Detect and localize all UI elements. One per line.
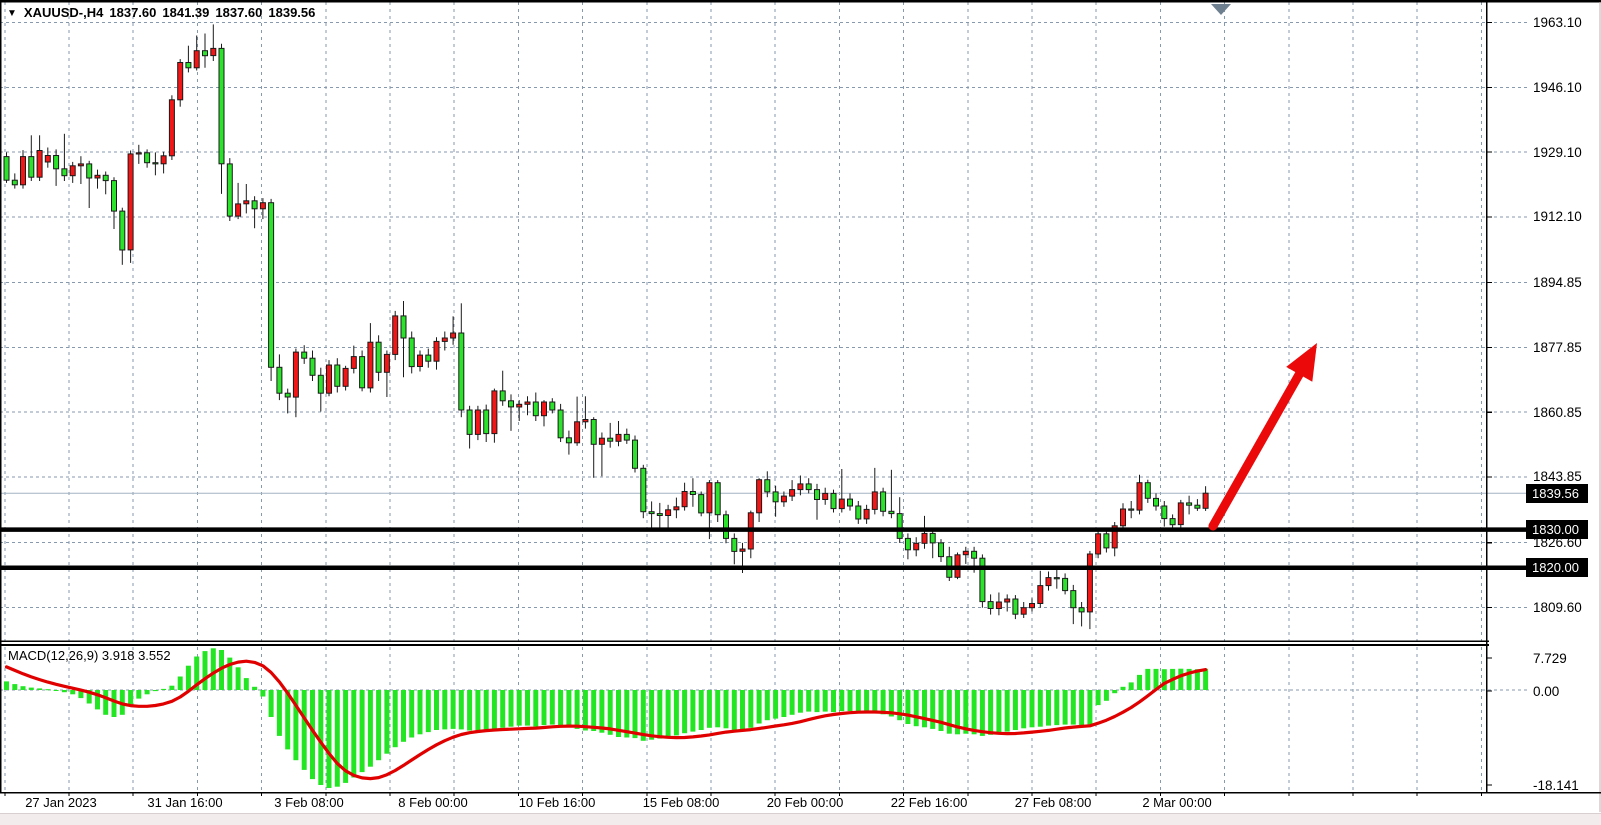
- price-axis-label: 1929.10: [1533, 144, 1582, 160]
- price-axis-label: 1843.85: [1533, 469, 1582, 485]
- macd-indicator: [4, 648, 1209, 788]
- candlesticks: [3, 24, 1209, 630]
- ohlc-open: 1837.60: [109, 5, 157, 20]
- window-bottom-strip: [0, 813, 1601, 825]
- chart-shift-marker-icon: [1211, 4, 1231, 15]
- current-price-badge: 1839.56: [1526, 483, 1588, 503]
- time-axis-label: 2 Mar 00:00: [1142, 795, 1212, 810]
- time-axis-label: 27 Feb 08:00: [1014, 795, 1092, 810]
- time-axis-label: 31 Jan 16:00: [147, 795, 223, 810]
- ohlc-close: 1839.56: [268, 5, 316, 20]
- ohlc-high: 1841.39: [162, 5, 210, 20]
- time-axis-label: 27 Jan 2023: [25, 795, 97, 810]
- support-line-badge: 1830.00: [1526, 520, 1588, 540]
- price-axis-label: 1877.85: [1533, 339, 1582, 355]
- time-axis-label: 15 Feb 08:00: [642, 795, 720, 810]
- time-axis-label: 8 Feb 00:00: [398, 795, 468, 810]
- symbol-dropdown-icon: ▼: [7, 8, 17, 19]
- support-lines[interactable]: [0, 527, 1526, 570]
- macd-axis-label: -18.141: [1533, 777, 1579, 793]
- macd-axis-label: 0.00: [1533, 683, 1560, 699]
- ohlc-low: 1837.60: [215, 5, 263, 20]
- chart-ohlc-header: ▼ XAUUSD-,H4 1837.60 1841.39 1837.60 1839.56: [7, 5, 321, 20]
- time-axis-label: 3 Feb 08:00: [274, 795, 344, 810]
- time-axis-label: 20 Feb 00:00: [766, 795, 844, 810]
- symbol-timeframe: XAUUSD-,H4: [23, 5, 104, 20]
- macd-indicator-label: MACD(12,26,9) 3.918 3.552: [8, 648, 171, 663]
- price-axis-label: 1963.10: [1533, 15, 1582, 30]
- price-axis-label: 1860.85: [1533, 404, 1582, 420]
- macd-axis-label: 7.729: [1533, 650, 1567, 666]
- time-axis-label: 22 Feb 16:00: [890, 795, 968, 810]
- bullish-trend-arrow[interactable]: [1208, 343, 1317, 531]
- price-axis-label: 1809.60: [1533, 599, 1582, 615]
- price-axis-label: 1894.85: [1533, 275, 1582, 291]
- support-line-badge: 1820.00: [1526, 558, 1588, 578]
- time-axis-label: 10 Feb 16:00: [518, 795, 596, 810]
- price-axis-label: 1946.10: [1533, 79, 1582, 95]
- price-axis-label: 1912.10: [1533, 209, 1582, 225]
